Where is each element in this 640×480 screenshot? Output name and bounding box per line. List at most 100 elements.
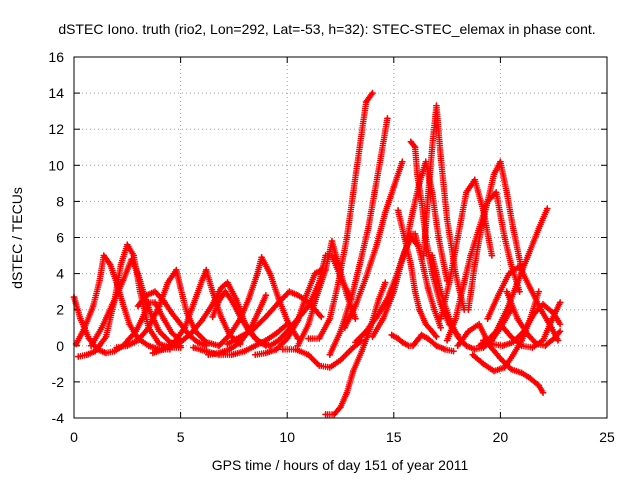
data-point bbox=[388, 331, 395, 339]
data-point bbox=[499, 342, 506, 350]
data-point bbox=[124, 241, 131, 249]
data-point bbox=[322, 266, 329, 274]
data-point bbox=[305, 320, 312, 328]
data-point bbox=[445, 315, 453, 323]
data-point bbox=[126, 335, 133, 342]
data-point bbox=[475, 342, 483, 350]
data-point bbox=[279, 346, 287, 353]
data-series bbox=[279, 337, 366, 371]
data-point bbox=[74, 353, 82, 360]
data-point bbox=[294, 342, 302, 350]
data-point bbox=[330, 411, 338, 418]
data-point bbox=[109, 300, 116, 308]
data-series bbox=[484, 263, 562, 344]
data-point bbox=[236, 338, 244, 346]
data-point bbox=[403, 237, 410, 245]
data-point bbox=[305, 302, 312, 310]
data-point bbox=[215, 297, 223, 304]
data-series bbox=[497, 299, 564, 351]
y-tick-labels: -4 -2 0 2 4 6 8 10 12 14 16 bbox=[48, 49, 64, 426]
data-point bbox=[518, 337, 526, 344]
data-point bbox=[533, 340, 540, 348]
data-point bbox=[514, 279, 521, 286]
y-tick-label: 10 bbox=[48, 157, 64, 173]
data-point bbox=[111, 347, 118, 355]
data-point bbox=[347, 295, 355, 303]
x-tick-label: 25 bbox=[599, 429, 615, 445]
data-point bbox=[283, 328, 291, 335]
data-point bbox=[431, 306, 438, 313]
data-point bbox=[89, 302, 97, 310]
data-point bbox=[507, 261, 515, 268]
data-point bbox=[294, 291, 302, 299]
data-series bbox=[454, 320, 547, 397]
data-point bbox=[232, 295, 240, 303]
data-series bbox=[388, 331, 457, 355]
data-point bbox=[164, 279, 172, 286]
data-point bbox=[424, 335, 432, 342]
data-point bbox=[548, 317, 555, 324]
data-point bbox=[507, 333, 515, 341]
data-point bbox=[119, 300, 127, 308]
data-point bbox=[326, 315, 334, 323]
data-point bbox=[311, 270, 319, 277]
data-point bbox=[407, 138, 415, 146]
data-point bbox=[514, 315, 521, 323]
data-point bbox=[326, 364, 334, 371]
data-point bbox=[460, 279, 468, 286]
data-point bbox=[81, 324, 88, 332]
data-point bbox=[217, 284, 225, 292]
data-point bbox=[465, 306, 472, 313]
data-point bbox=[437, 288, 445, 295]
data-point bbox=[85, 335, 93, 342]
data-point bbox=[484, 315, 491, 323]
data-point bbox=[177, 284, 184, 292]
data-point bbox=[335, 261, 342, 268]
data-point bbox=[318, 313, 325, 321]
data-point bbox=[443, 337, 451, 344]
data-point bbox=[222, 288, 229, 295]
data-point bbox=[384, 115, 391, 122]
data-point bbox=[544, 205, 551, 212]
data-point bbox=[428, 252, 436, 259]
data-point bbox=[428, 143, 436, 151]
data-point bbox=[352, 302, 359, 310]
data-point bbox=[217, 313, 225, 321]
data-point bbox=[531, 310, 538, 317]
data-point bbox=[556, 299, 564, 306]
data-point bbox=[187, 329, 195, 337]
data-point bbox=[379, 315, 387, 323]
data-series bbox=[72, 252, 174, 353]
data-point bbox=[283, 317, 291, 324]
data-series bbox=[341, 158, 406, 332]
data-point bbox=[422, 320, 430, 328]
data-point bbox=[205, 351, 212, 359]
data-series bbox=[305, 89, 376, 342]
data-point bbox=[143, 291, 150, 299]
data-point bbox=[102, 333, 110, 341]
data-point bbox=[273, 346, 280, 353]
data-point bbox=[236, 333, 244, 341]
data-point bbox=[411, 288, 419, 295]
data-point bbox=[507, 365, 515, 373]
data-point bbox=[535, 382, 543, 389]
data-point bbox=[145, 342, 152, 350]
data-point bbox=[145, 324, 152, 332]
data-point bbox=[469, 351, 476, 359]
data-point bbox=[160, 297, 167, 304]
data-point bbox=[556, 320, 564, 328]
x-tick-label: 15 bbox=[386, 429, 402, 445]
data-point bbox=[155, 340, 163, 348]
data-point bbox=[128, 255, 135, 263]
data-point bbox=[251, 342, 259, 350]
data-point bbox=[411, 230, 419, 238]
data-point bbox=[371, 189, 378, 196]
x-tick-label: 20 bbox=[493, 429, 509, 445]
data-point bbox=[106, 261, 114, 268]
data-point bbox=[526, 374, 534, 382]
data-point bbox=[452, 315, 459, 323]
data-point bbox=[254, 270, 261, 277]
data-point bbox=[399, 255, 406, 263]
data-point bbox=[428, 328, 436, 335]
